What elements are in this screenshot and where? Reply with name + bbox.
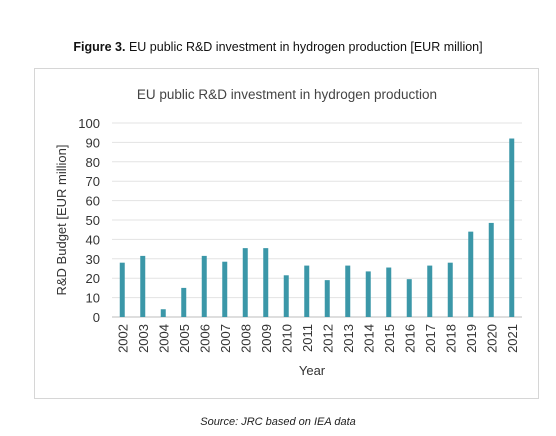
bar [509,138,515,317]
bar [386,267,392,317]
bar [468,231,474,317]
x-tick-label: 2020 [484,324,499,353]
x-tick-label: 2005 [177,324,192,353]
bar [263,248,269,317]
y-tick-label: 50 [86,213,100,228]
y-axis-label: R&D Budget [EUR million] [54,145,69,296]
y-tick-label: 70 [86,174,100,189]
x-tick-label: 2013 [341,324,356,353]
bar [406,279,412,317]
x-tick-label: 2007 [218,324,233,353]
x-tick-label: 2017 [423,324,438,353]
x-tick-label: 2018 [443,324,458,353]
x-tick-label: 2011 [300,324,315,352]
x-tick-label: 2021 [505,324,520,353]
bar [488,222,494,317]
y-tick-label: 100 [78,116,100,131]
bar [345,265,351,317]
bar [447,262,453,317]
y-tick-label: 0 [93,310,100,325]
x-tick-label: 2019 [464,324,479,353]
y-tick-label: 40 [86,232,100,247]
bar [304,265,310,317]
y-tick-label: 90 [86,135,100,150]
bar [201,255,207,317]
y-tick-label: 10 [86,291,100,306]
x-tick-label: 2016 [402,324,417,353]
bar [365,271,371,317]
bar [283,275,289,317]
bar [242,248,248,317]
x-tick-label: 2010 [279,324,294,353]
figure-caption: Figure 3. EU public R&D investment in hy… [0,40,556,54]
y-tick-label: 60 [86,194,100,209]
source-note: Source: JRC based on IEA data [200,416,356,428]
bar [324,280,330,317]
bar [222,261,228,317]
x-tick-label: 2006 [197,324,212,353]
x-tick-label: 2008 [238,324,253,353]
figure-label: Figure 3. [73,40,126,54]
chart-title: EU public R&D investment in hydrogen pro… [137,87,437,102]
bar [119,262,125,317]
x-tick-label: 2015 [382,324,397,353]
bar [140,255,146,317]
x-tick-label: 2004 [156,324,171,353]
x-tick-label: 2009 [259,324,274,353]
x-tick-label: 2014 [361,324,376,353]
y-tick-label: 30 [86,252,100,267]
bar [181,287,187,317]
bar [427,265,433,317]
x-tick-label: 2003 [136,324,151,353]
figure-caption-text: EU public R&D investment in hydrogen pro… [128,40,483,54]
y-tick-label: 20 [86,271,100,286]
bar [160,309,166,317]
y-tick-label: 80 [86,155,100,170]
x-tick-label: 2012 [320,324,335,353]
x-axis-label: Year [299,363,326,378]
x-tick-label: 2002 [115,324,130,353]
